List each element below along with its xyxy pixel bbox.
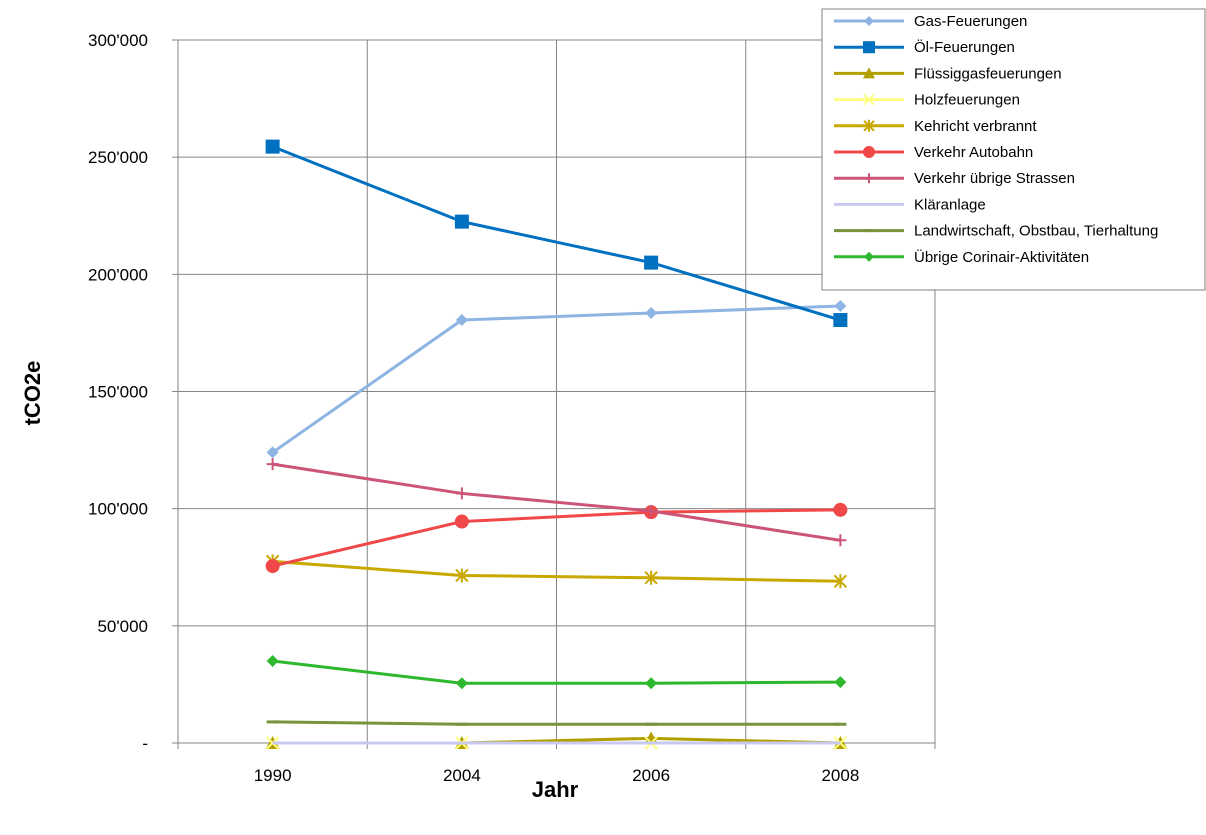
y-tick-label: 250'000 bbox=[88, 148, 148, 167]
data-point bbox=[645, 505, 658, 518]
series-5 bbox=[265, 502, 848, 574]
series-line bbox=[272, 559, 841, 583]
series-6 bbox=[266, 458, 847, 547]
legend-item: Verkehr Autobahn bbox=[834, 144, 1033, 161]
y-axis-title: tCO2e bbox=[20, 361, 45, 426]
data-point bbox=[863, 146, 875, 158]
data-point bbox=[265, 139, 280, 154]
legend: Gas-Feuerungen Öl-Feuerungen Flüssiggasfeu… bbox=[821, 8, 1206, 291]
grid-lines bbox=[178, 39, 936, 743]
y-tick-label: - bbox=[142, 734, 148, 753]
legend-item: Öl-Feuerungen bbox=[834, 38, 1015, 56]
legend-item: Kläranlage bbox=[834, 196, 986, 213]
x-axis-title: Jahr bbox=[532, 777, 579, 802]
series-line bbox=[272, 720, 841, 726]
x-tick-label: 2004 bbox=[443, 766, 481, 785]
legend-label: Landwirtschaft, Obstbau, Tierhaltung bbox=[914, 223, 1158, 240]
legend-item: Landwirtschaft, Obstbau, Tierhaltung bbox=[834, 223, 1158, 240]
x-tick-label: 1990 bbox=[254, 766, 292, 785]
series-line bbox=[272, 508, 841, 568]
x-tick-label: 2008 bbox=[821, 766, 859, 785]
data-point bbox=[455, 568, 469, 583]
data-point bbox=[864, 16, 874, 26]
series-lines bbox=[265, 139, 848, 750]
series-line bbox=[272, 659, 841, 685]
data-point bbox=[266, 654, 279, 667]
data-point bbox=[863, 119, 875, 132]
data-point bbox=[454, 214, 469, 229]
series-4 bbox=[265, 554, 848, 589]
y-tick-label: 200'000 bbox=[88, 265, 148, 284]
data-point bbox=[644, 731, 659, 745]
x-tick-labels: 1990 2004 2006 2008 bbox=[254, 766, 860, 785]
axes bbox=[172, 39, 936, 749]
legend-label: Holzfeuerungen bbox=[914, 92, 1020, 109]
data-point bbox=[864, 251, 874, 262]
legend-label: Übrige Corinair-Aktivitäten bbox=[914, 248, 1089, 266]
legend-item: Verkehr übrige Strassen bbox=[834, 170, 1075, 187]
legend-label: Öl-Feuerungen bbox=[914, 38, 1015, 56]
series-0 bbox=[266, 299, 847, 459]
legend-label: Verkehr übrige Strassen bbox=[914, 170, 1075, 187]
y-tick-label: 50'000 bbox=[97, 617, 148, 636]
x-tick-label: 2006 bbox=[632, 766, 670, 785]
data-point bbox=[266, 458, 279, 471]
legend-label: Kläranlage bbox=[914, 196, 986, 213]
series-1 bbox=[265, 139, 848, 328]
data-point bbox=[863, 67, 875, 79]
legend-item: Übrige Corinair-Aktivitäten bbox=[834, 248, 1089, 266]
data-point bbox=[455, 314, 468, 327]
data-point bbox=[834, 534, 847, 547]
series-line bbox=[272, 145, 841, 322]
data-point bbox=[833, 502, 848, 517]
data-point bbox=[265, 559, 280, 574]
data-point bbox=[833, 574, 848, 589]
legend-box bbox=[821, 8, 1206, 291]
data-point bbox=[863, 41, 875, 54]
y-tick-label: 300'000 bbox=[88, 31, 148, 50]
data-point bbox=[834, 676, 847, 689]
data-point bbox=[834, 299, 847, 312]
data-point bbox=[864, 173, 874, 184]
y-tick-label: 100'000 bbox=[88, 500, 148, 519]
legend-label: Kehricht verbrannt bbox=[914, 118, 1037, 135]
legend-item: Flüssiggasfeuerungen bbox=[834, 65, 1062, 82]
series-8 bbox=[266, 720, 847, 726]
legend-item: Holzfeuerungen bbox=[834, 92, 1020, 109]
legend-label: Flüssiggasfeuerungen bbox=[914, 65, 1062, 82]
series-9 bbox=[266, 654, 847, 690]
y-tick-label: 150'000 bbox=[88, 383, 148, 402]
legend-item: Gas-Feuerungen bbox=[834, 13, 1027, 30]
data-point bbox=[266, 446, 279, 459]
y-tick-labels: - 50'000 100'000 150'000 200'000 250'000 300'0… bbox=[88, 31, 148, 753]
data-point bbox=[455, 677, 468, 690]
data-point bbox=[454, 514, 469, 529]
data-point bbox=[833, 313, 848, 328]
data-point bbox=[645, 306, 658, 319]
series-line bbox=[272, 462, 841, 542]
legend-item: Kehricht verbrannt bbox=[834, 118, 1037, 135]
data-point bbox=[863, 93, 875, 106]
series-line bbox=[271, 304, 841, 454]
data-point bbox=[455, 487, 468, 500]
data-point bbox=[644, 255, 659, 270]
legend-label: Verkehr Autobahn bbox=[914, 144, 1033, 161]
legend-label: Gas-Feuerungen bbox=[914, 13, 1027, 30]
data-point bbox=[645, 677, 658, 690]
data-point bbox=[644, 570, 658, 585]
